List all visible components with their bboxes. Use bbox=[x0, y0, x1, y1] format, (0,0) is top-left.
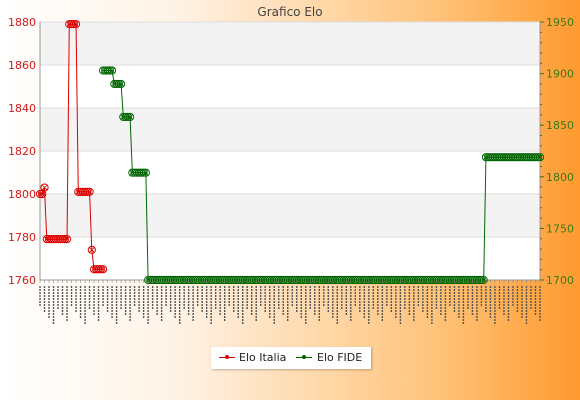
right-tick-label: 1750 bbox=[546, 222, 574, 235]
data-point-elo-fide bbox=[477, 275, 486, 285]
data-point-elo-italia bbox=[67, 20, 76, 29]
data-point-elo-italia bbox=[80, 187, 90, 196]
left-tick-label: 1780 bbox=[8, 231, 36, 244]
data-point-elo-fide bbox=[475, 275, 484, 285]
data-point-mark-elo-fide bbox=[116, 81, 122, 87]
data-point-mark-elo-fide bbox=[118, 81, 124, 87]
data-point-elo-italia bbox=[87, 245, 96, 254]
data-point-elo-fide bbox=[116, 79, 126, 89]
left-tick-label: 1860 bbox=[8, 59, 36, 72]
chart-title: Grafico Elo bbox=[257, 5, 322, 19]
data-point-elo-fide bbox=[121, 112, 130, 122]
data-point-mark-elo-fide bbox=[143, 169, 149, 176]
plot-band bbox=[40, 22, 540, 65]
data-point-mark-elo-fide bbox=[125, 114, 131, 120]
data-point-elo-italia bbox=[71, 20, 81, 29]
data-point-mark-elo-italia bbox=[84, 189, 90, 195]
legend-label-elo-fide: Elo FIDE bbox=[317, 351, 363, 364]
x-axis-label-clutter bbox=[39, 280, 541, 324]
data-point-elo-fide bbox=[114, 79, 123, 89]
left-tick-label: 1840 bbox=[8, 102, 36, 115]
data-point-mark-elo-fide bbox=[140, 169, 147, 176]
data-point-elo-fide bbox=[479, 275, 488, 285]
data-point-elo-fide bbox=[531, 153, 540, 162]
data-point-mark-elo-fide bbox=[481, 277, 487, 283]
data-point-elo-italia bbox=[62, 235, 72, 244]
data-point-mark-elo-italia bbox=[39, 191, 45, 197]
left-axis-ticks: 1760 1780 1800 1820 1840 1860 1880 bbox=[8, 16, 36, 287]
data-point-elo-italia bbox=[83, 187, 92, 196]
data-point-mark-elo-fide bbox=[537, 154, 543, 160]
data-point-mark-elo-italia bbox=[73, 21, 79, 27]
right-axis-ticks: 1700 1750 1800 1850 1900 1950 bbox=[540, 16, 574, 287]
data-point-mark-elo-fide bbox=[127, 114, 133, 120]
data-point-elo-italia bbox=[85, 187, 94, 196]
right-tick-label: 1950 bbox=[546, 16, 574, 29]
data-point-elo-fide bbox=[139, 168, 148, 177]
right-tick-label: 1900 bbox=[546, 68, 574, 81]
data-point-mark-elo-italia bbox=[62, 236, 68, 242]
data-point-elo-italia bbox=[69, 20, 78, 29]
data-point-elo-fide bbox=[533, 153, 542, 162]
data-point-elo-italia bbox=[96, 265, 105, 274]
data-point-elo-fide bbox=[123, 112, 132, 122]
right-tick-label: 1800 bbox=[546, 171, 574, 184]
data-point-elo-fide bbox=[112, 79, 121, 89]
left-tick-label: 1800 bbox=[8, 188, 36, 201]
plot-band bbox=[40, 194, 540, 237]
data-point-elo-fide bbox=[125, 112, 135, 122]
data-point-elo-fide bbox=[137, 168, 146, 177]
data-point-elo-italia bbox=[58, 235, 67, 244]
data-point-mark-elo-fide bbox=[535, 154, 541, 160]
left-tick-label: 1880 bbox=[8, 16, 36, 29]
data-point-elo-italia bbox=[35, 189, 45, 199]
legend-dot-elo-fide bbox=[302, 355, 306, 359]
data-point-elo-fide bbox=[105, 66, 114, 75]
right-tick-label: 1850 bbox=[546, 119, 574, 132]
series-elo-italia bbox=[35, 20, 108, 274]
left-tick-label: 1760 bbox=[8, 274, 36, 287]
data-point-mark-elo-italia bbox=[100, 266, 106, 272]
data-point-elo-italia bbox=[60, 235, 69, 244]
plot-band bbox=[40, 108, 540, 151]
data-point-elo-fide bbox=[103, 66, 112, 75]
data-point-mark-elo-fide bbox=[109, 67, 115, 74]
data-point-mark-elo-italia bbox=[98, 266, 104, 272]
series-elo-fide bbox=[98, 66, 545, 285]
data-point-elo-fide bbox=[141, 168, 150, 177]
data-point-mark-elo-italia bbox=[89, 247, 95, 253]
data-point-mark-elo-italia bbox=[41, 184, 48, 191]
data-point-mark-elo-italia bbox=[71, 21, 77, 27]
right-tick-label: 1700 bbox=[546, 274, 574, 287]
data-point-mark-elo-italia bbox=[64, 236, 70, 242]
data-point-elo-italia bbox=[94, 265, 103, 274]
left-tick-label: 1820 bbox=[8, 145, 36, 158]
data-point-mark-elo-italia bbox=[37, 191, 43, 197]
data-point-elo-italia bbox=[98, 265, 108, 274]
data-point-elo-italia bbox=[40, 183, 49, 192]
data-point-mark-elo-italia bbox=[86, 189, 93, 195]
legend-dot-elo-italia bbox=[225, 355, 229, 359]
data-point-elo-fide bbox=[535, 153, 545, 162]
data-point-elo-fide bbox=[107, 66, 117, 75]
legend-label-elo-italia: Elo Italia bbox=[239, 351, 287, 364]
legend: Elo Italia Elo FIDE bbox=[211, 347, 371, 369]
data-point-mark-elo-fide bbox=[107, 67, 113, 74]
